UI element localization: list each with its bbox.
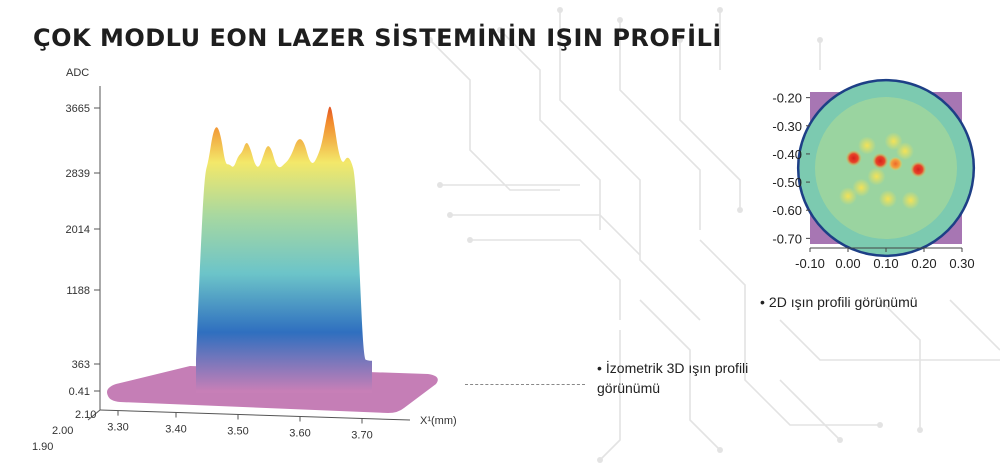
heat-x-tick-label: 0.10 — [873, 256, 898, 271]
x-axis-title: X¹(mm) — [420, 415, 457, 427]
page-title: ÇOK MODLU EON LAZER SİSTEMİNİN IŞIN PROF… — [33, 24, 722, 52]
surface-3d — [107, 106, 438, 413]
beam-hotspots — [815, 97, 957, 239]
heat-y-tick-label: -0.30 — [772, 119, 802, 134]
note-3d-text: İzometrik 3D ışın profili görünümü — [597, 360, 749, 396]
hotspot-yellow — [858, 136, 876, 155]
z-axis-title: ADC — [66, 67, 89, 79]
z-tick-label: 3665 — [66, 103, 90, 115]
heat-x-tick-label: 0.00 — [835, 256, 860, 271]
depth-axis-line — [87, 409, 101, 421]
heatmap-2d-chart: -0.20 -0.30 -0.40 -0.50 -0.60 -0.70 -0.10 0.00 0… — [772, 78, 976, 271]
beam-inner-glow — [815, 97, 957, 239]
heat-y-tick-label: -0.70 — [772, 231, 802, 246]
heat-y-tick-label: -0.60 — [772, 203, 802, 218]
z-tick-label: 2839 — [66, 168, 90, 180]
note-2d-text: 2D ışın profili görünümü — [768, 294, 918, 310]
y-tick-label: 1.90 — [32, 441, 53, 453]
hotspot-yellow — [839, 187, 857, 206]
heat-y-tick-label: -0.20 — [772, 91, 802, 106]
hotspot-yellow — [901, 191, 920, 210]
x-tick-label: 3.30 — [107, 422, 128, 434]
isometric-3d-chart: ADC 0.41 363 1188 2014 2839 3665 3.30 3.40 3.50 3.… — [32, 67, 457, 453]
y-tick-label: 2.00 — [52, 425, 73, 437]
note-3d-view: • İzometrik 3D ışın profili görünümü — [597, 358, 797, 398]
z-tick-label: 1188 — [66, 285, 90, 297]
heat-y-tick-label: -0.40 — [772, 147, 802, 162]
heat-x-tick-label: 0.20 — [911, 256, 936, 271]
heat-x-tick-label: 0.30 — [949, 256, 974, 271]
axes-3d — [87, 86, 411, 424]
hotspot-yellow — [896, 142, 914, 161]
hotspot-yellow — [852, 178, 871, 197]
x-tick-label: 3.70 — [351, 429, 372, 441]
y-tick-label: 2.10 — [75, 409, 96, 421]
heatmap-axes: -0.20 -0.30 -0.40 -0.50 -0.60 -0.70 -0.10 0.00 0… — [772, 91, 974, 271]
beam-peak-surface — [196, 106, 372, 394]
x-axis-line — [99, 409, 411, 421]
hotspot-yellow — [878, 189, 897, 208]
heat-x-tick-label: -0.10 — [795, 256, 825, 271]
z-tick-label: 363 — [72, 359, 90, 371]
bullet: • — [597, 360, 602, 376]
heat-y-tick-label: -0.50 — [772, 175, 802, 190]
z-tick-label: 0.41 — [69, 386, 90, 398]
note-2d-view: • 2D ışın profili görünümü — [760, 292, 918, 312]
hotspot-orange — [888, 156, 903, 171]
leader-line — [465, 384, 585, 385]
axis-labels-3d: ADC 0.41 363 1188 2014 2839 3665 3.30 3.40 3.50 3.… — [32, 67, 457, 453]
hotspot-red — [845, 150, 862, 167]
bullet: • — [760, 294, 765, 310]
hotspot-red — [872, 152, 889, 169]
hotspot-yellow — [867, 167, 886, 186]
z-tick-label: 2014 — [66, 224, 90, 236]
x-tick-label: 3.60 — [289, 427, 310, 439]
x-tick-label: 3.50 — [227, 425, 248, 437]
hotspot-red — [910, 161, 927, 178]
x-tick-label: 3.40 — [165, 423, 186, 435]
heatmap-plot — [796, 78, 976, 258]
